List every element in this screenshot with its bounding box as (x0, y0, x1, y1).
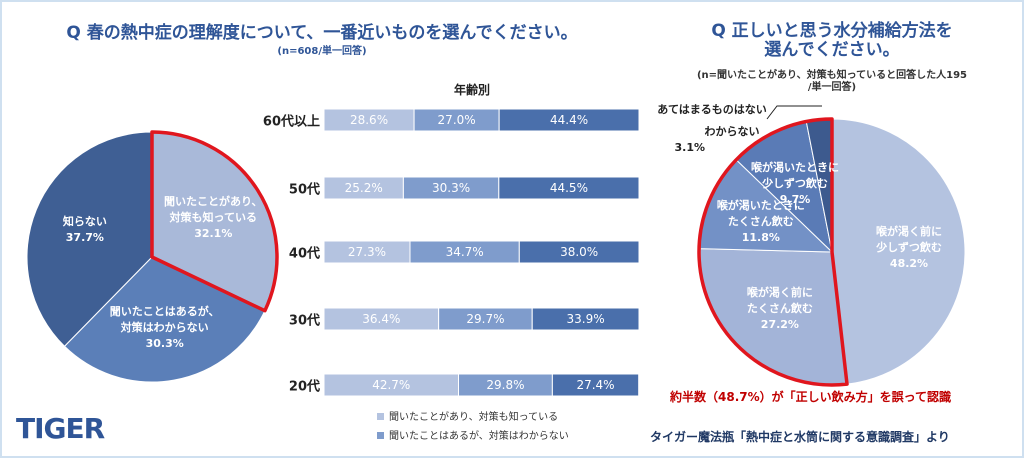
slice-category: 知らない (62, 214, 107, 228)
slice-category: 喉が渇く前に 少しずつ飲む (876, 224, 943, 254)
slice-category: 喉が渇いたときに たくさん飲む (716, 199, 805, 229)
bar-title: 年齢別 (453, 83, 491, 97)
bar-value-label: 29.7% (466, 312, 505, 326)
legend-item: 聞いたことがあり、対策も知っている (377, 408, 558, 423)
pie-slice (831, 118, 966, 385)
y-tick-label: 20代 (288, 379, 320, 395)
slice-category: 聞いたことはあるが、 対策はわからない (109, 305, 220, 335)
slice-category: わからない (704, 125, 760, 138)
legend-swatch (377, 432, 384, 439)
bar-value-label: 27.0% (437, 113, 476, 127)
bar-value-label: 38.0% (560, 245, 599, 259)
slice-value: 3.1% (674, 141, 706, 154)
bar-value-label: 33.9% (566, 312, 605, 326)
slice-label: 知らない 37.7% (63, 214, 107, 246)
bar-value-label: 29.8% (486, 378, 525, 392)
legend-item: 聞いたことはあるが、対策はわからない (377, 427, 569, 442)
slice-label: 聞いたことはあるが、 対策はわからない 30.3% (110, 304, 220, 352)
logo: TIGER (16, 412, 105, 445)
slice-value: 48.2% (889, 256, 929, 270)
bar-value-label: 27.3% (347, 245, 387, 259)
bar-value-label: 28.6% (349, 113, 389, 127)
slice-value: 32.1% (194, 227, 233, 241)
slice-value: 37.7% (65, 230, 104, 244)
legend-label: 聞いたことはあるが、対策はわからない (389, 431, 569, 442)
bar-segment (498, 108, 640, 132)
slice-label: あてはまるものはない (657, 102, 767, 118)
slice-label: わからない 3.1% (675, 124, 760, 156)
bar-value-label: 27.4% (576, 378, 615, 392)
bar-value-label: 36.4% (362, 312, 401, 326)
bar-segment (498, 176, 640, 200)
annotation: 約半数（48.7%）が「正しい飲み方」を誤って認識 (670, 390, 952, 404)
bar-value-label: 25.2% (344, 181, 383, 195)
y-tick-label: 50代 (288, 182, 320, 198)
slice-label: 喉が渇く前に たくさん飲む 27.2% (747, 285, 813, 333)
slice-value: 30.3% (145, 337, 184, 351)
slice-value: 9.7% (779, 193, 811, 207)
slice-label: 聞いたことがあり、 対策も知っている 32.1% (164, 194, 263, 242)
chart-subtitle: (n=聞いたことがあり、対策も知っていると回答した人195 /単一回答) (696, 70, 968, 93)
slice-category: 聞いたことがあり、 対策も知っている (164, 195, 263, 225)
bar-value-label: 44.4% (550, 113, 589, 127)
highlight-outline (150, 130, 279, 313)
y-tick-label: 40代 (288, 246, 320, 262)
slice-label: 喉が渇いたときに たくさん飲む 11.8% (717, 198, 805, 246)
slice-value: 27.2% (760, 317, 799, 331)
bar-segment (551, 373, 640, 397)
bar-segment (531, 307, 640, 331)
legend-swatch (377, 413, 384, 420)
legend-label: 聞いたことがあり、対策も知っている (389, 412, 559, 423)
pie-slice (26, 131, 153, 347)
bar-value-label: 42.7% (372, 378, 411, 392)
y-tick-label: 30代 (288, 313, 320, 329)
slice-label: 喉が渇く前に 少しずつ飲む 48.2% (876, 224, 942, 272)
slice-value: 11.8% (741, 231, 780, 245)
leader-line (766, 105, 822, 120)
bar-segment (518, 240, 640, 264)
chart-title: Q 正しいと思う水分補給方法を 選んでください。 (711, 21, 953, 60)
bar-value-label: 44.5% (549, 181, 588, 195)
bar-value-label: 34.7% (445, 245, 484, 259)
chart-title: Q 春の熱中症の理解度について、一番近いものを選んでください。 (66, 23, 578, 43)
slice-category: 喉が渇く前に たくさん飲む (746, 285, 813, 315)
chart-subtitle: (n=608/単一回答) (277, 46, 367, 57)
y-tick-label: 60代以上 (262, 114, 320, 130)
source: タイガー魔法瓶「熱中症と水筒に関する意識調査」より (650, 430, 950, 444)
bar-value-label: 30.3% (432, 181, 471, 195)
slice-category: 喉が渇いたときに 少しずつ飲む (751, 161, 840, 191)
slice-label: 喉が渇いたときに 少しずつ飲む 9.7% (751, 160, 839, 208)
highlight-outline (697, 117, 849, 387)
slice-category: あてはまるものはない (657, 103, 767, 116)
